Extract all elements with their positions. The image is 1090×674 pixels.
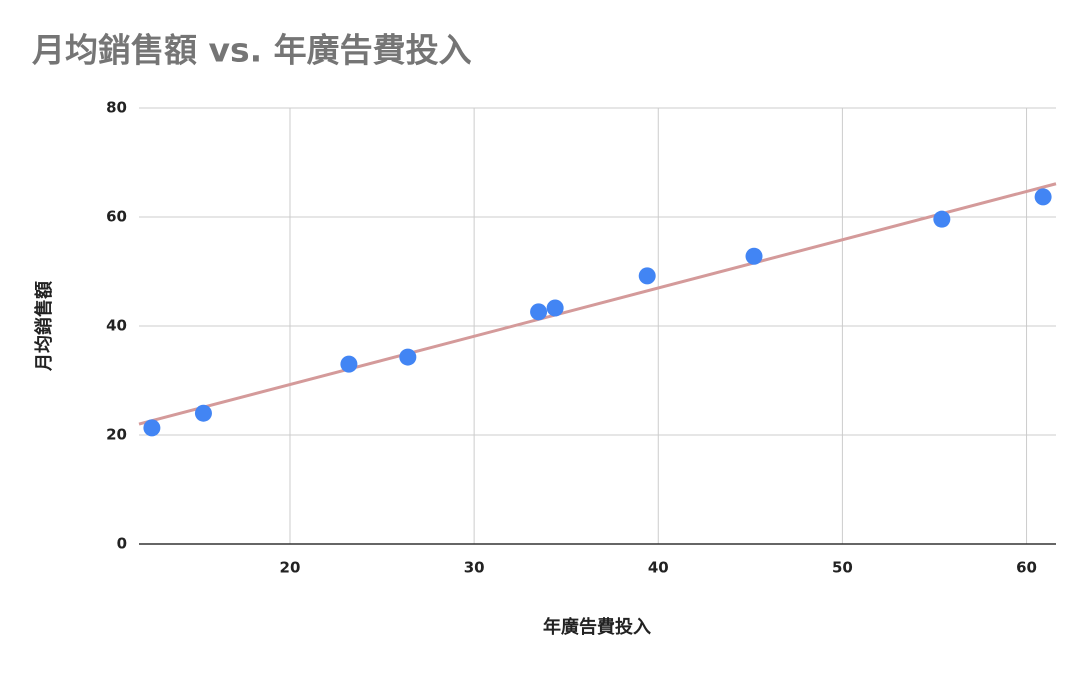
data-point xyxy=(143,419,161,437)
y-tick-label: 80 xyxy=(106,99,127,117)
x-axis-title: 年廣告費投入 xyxy=(543,616,651,638)
x-tick-label: 50 xyxy=(832,559,853,577)
x-tick-label: 20 xyxy=(280,559,301,577)
data-point xyxy=(546,299,564,317)
trendline xyxy=(138,182,1057,426)
data-point xyxy=(194,404,212,422)
data-point xyxy=(638,267,656,285)
x-tick-label: 30 xyxy=(464,559,485,577)
y-tick-label: 60 xyxy=(106,208,127,226)
x-tick-label: 40 xyxy=(648,559,669,577)
x-tick-label: 60 xyxy=(1016,559,1037,577)
data-point xyxy=(933,210,951,228)
data-point xyxy=(530,303,548,321)
data-point xyxy=(745,247,763,265)
data-point xyxy=(1034,188,1052,206)
chart-title: 月均銷售額 vs. 年廣告費投入 xyxy=(32,31,472,70)
y-tick-label: 40 xyxy=(106,317,127,335)
y-tick-label: 0 xyxy=(117,535,127,553)
y-tick-label: 20 xyxy=(106,426,127,444)
data-point xyxy=(340,355,358,373)
data-point xyxy=(399,348,417,366)
y-axis-title: 月均銷售額 xyxy=(33,281,55,372)
